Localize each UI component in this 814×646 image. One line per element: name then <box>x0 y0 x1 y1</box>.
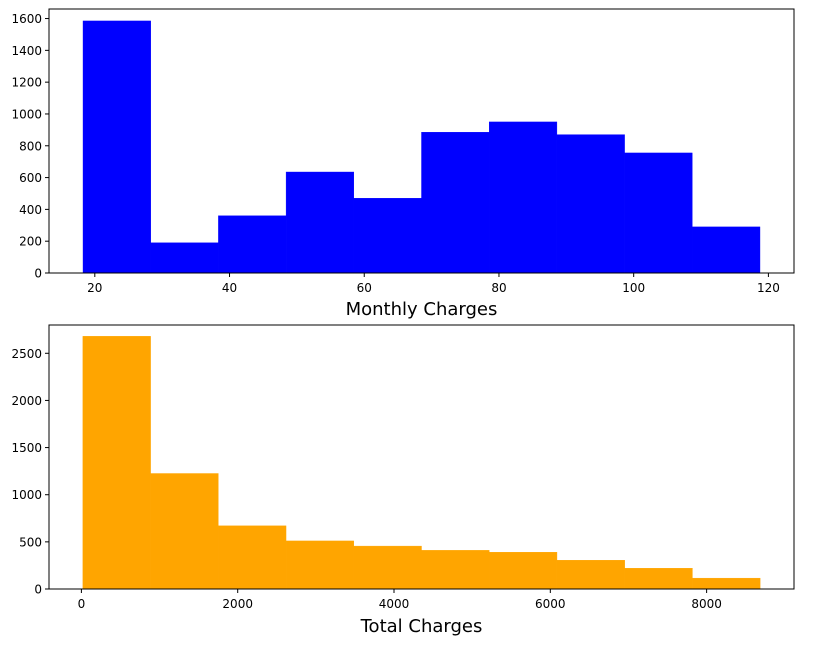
total-charges-y-axis: 0 500 1000 1500 2000 2500 <box>11 347 49 597</box>
total-charges-bar <box>489 552 558 590</box>
monthly-charges-bar <box>353 198 422 274</box>
total-charges-x-axis: 0 2000 4000 6000 8000 <box>78 589 722 611</box>
total-charges-bar <box>624 568 693 590</box>
total-charges-x-tick-label: 8000 <box>691 597 722 611</box>
total-charges-histogram: 0 500 1000 1500 2000 2500 0 2000 4000 6000 8000 T… <box>11 324 795 637</box>
monthly-charges-x-tick-label: 20 <box>87 281 102 295</box>
monthly-charges-y-tick-label: 1000 <box>11 107 42 121</box>
total-charges-bar <box>421 550 490 590</box>
monthly-charges-x-tick-label: 40 <box>222 281 237 295</box>
total-charges-y-tick-label: 2500 <box>11 347 42 361</box>
total-charges-plot-frame <box>48 324 795 590</box>
total-charges-bar <box>556 560 625 590</box>
monthly-charges-bar <box>150 242 219 274</box>
total-charges-bar <box>82 336 151 590</box>
monthly-charges-bar <box>82 20 151 274</box>
monthly-charges-y-axis: 0 200 400 600 800 1000 1200 1400 1600 <box>11 12 49 281</box>
monthly-charges-y-tick-label: 200 <box>19 235 42 249</box>
monthly-charges-x-tick-label: 120 <box>757 281 780 295</box>
total-charges-bar <box>285 540 354 590</box>
monthly-charges-plot-frame <box>48 8 795 274</box>
monthly-charges-bar <box>421 132 490 274</box>
monthly-charges-bar <box>692 226 761 274</box>
total-charges-bar <box>353 545 422 590</box>
monthly-charges-bars <box>82 20 761 274</box>
total-charges-x-axis-title: Total Charges <box>360 616 483 637</box>
monthly-charges-y-tick-label: 1600 <box>11 12 42 26</box>
monthly-charges-x-tick-label: 60 <box>357 281 372 295</box>
total-charges-bar <box>150 473 219 590</box>
monthly-charges-y-tick-label: 1200 <box>11 76 42 90</box>
total-charges-x-tick-label: 6000 <box>535 597 566 611</box>
monthly-charges-x-tick-label: 100 <box>622 281 645 295</box>
monthly-charges-bar <box>624 152 693 274</box>
monthly-charges-y-tick-label: 800 <box>19 139 42 153</box>
monthly-charges-histogram: 0 200 400 600 800 1000 1200 1400 1600 20 40 60 80 10… <box>11 8 795 320</box>
total-charges-x-tick-label: 2000 <box>222 597 253 611</box>
monthly-charges-y-tick-label: 400 <box>19 203 42 217</box>
total-charges-x-tick-label: 0 <box>78 597 86 611</box>
monthly-charges-y-tick-label: 1400 <box>11 44 42 58</box>
monthly-charges-bar <box>556 134 625 274</box>
total-charges-bar <box>218 525 287 590</box>
total-charges-y-tick-label: 2000 <box>11 394 42 408</box>
total-charges-y-tick-label: 500 <box>19 535 42 549</box>
total-charges-y-tick-label: 1500 <box>11 441 42 455</box>
monthly-charges-x-axis: 20 40 60 80 100 120 <box>87 273 780 295</box>
monthly-charges-bar <box>218 215 287 274</box>
monthly-charges-x-axis-title: Monthly Charges <box>346 299 498 320</box>
total-charges-bar <box>692 577 761 590</box>
monthly-charges-bar <box>488 121 558 274</box>
total-charges-y-tick-label: 0 <box>34 583 42 597</box>
total-charges-y-tick-label: 1000 <box>11 488 42 502</box>
monthly-charges-bar <box>285 171 355 274</box>
monthly-charges-y-tick-label: 0 <box>34 267 42 281</box>
total-charges-x-tick-label: 4000 <box>379 597 410 611</box>
monthly-charges-x-tick-label: 80 <box>491 281 506 295</box>
monthly-charges-y-tick-label: 600 <box>19 171 42 185</box>
total-charges-bars <box>82 336 761 590</box>
